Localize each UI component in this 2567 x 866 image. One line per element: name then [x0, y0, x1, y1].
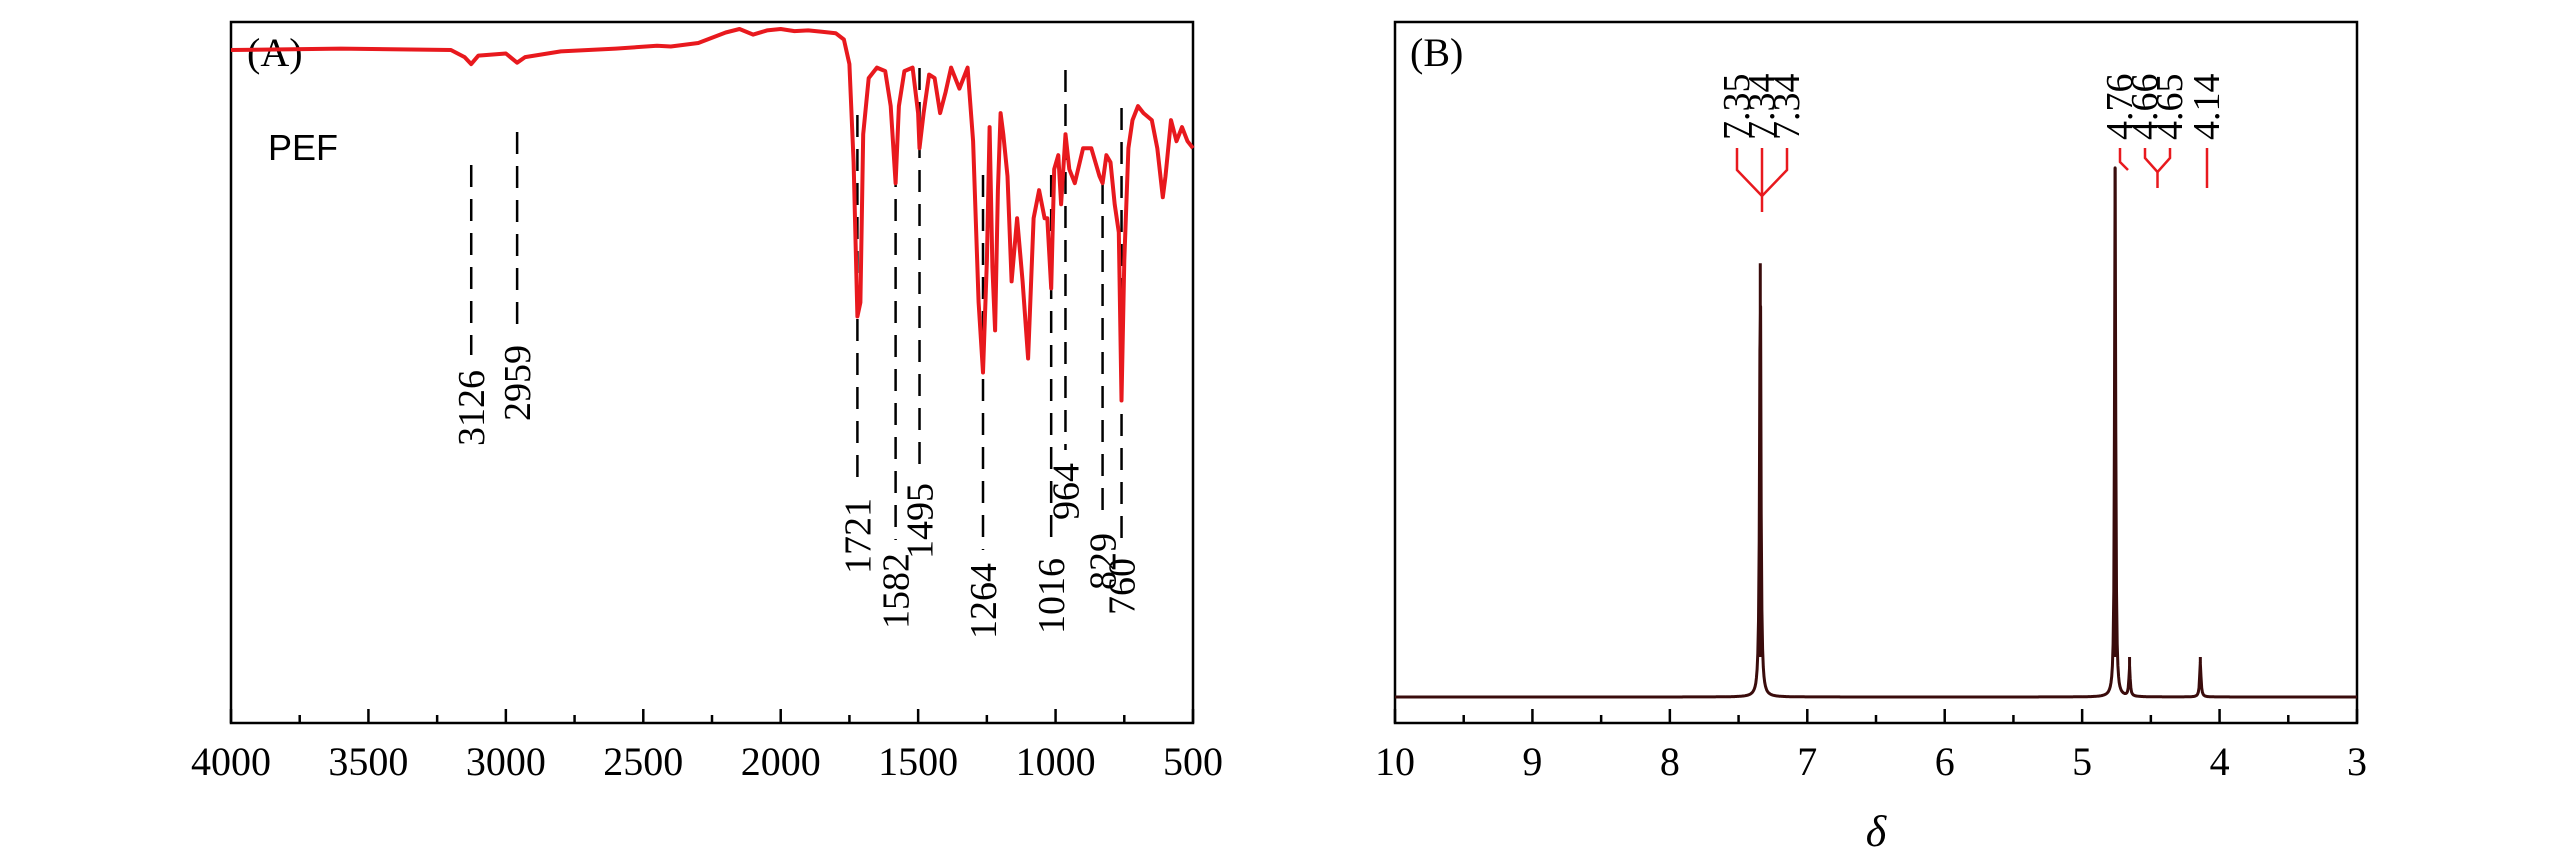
ir-trace-group: [230, 27, 1195, 403]
ir-peak-label: 1721: [837, 498, 879, 574]
ir-x-tick-label: 2500: [603, 739, 683, 784]
ir-peak-label: 964: [1045, 463, 1087, 520]
ir-x-tick-label: 4000: [191, 739, 271, 784]
ir-spectrum-panel: (A) PEF 4000 3500 3000 2500 2000 1500 1000 500 …: [191, 20, 1223, 784]
nmr-x-tick-label: 4: [2210, 739, 2230, 784]
ir-x-tick-label: 1500: [878, 739, 958, 784]
nmr-x-tick-label: 7: [1797, 739, 1817, 784]
ir-peak-label: 1264: [963, 563, 1005, 639]
ir-peak-label: 1495: [900, 483, 942, 559]
ir-x-tick-label: 2000: [741, 739, 821, 784]
nmr-x-tick-label: 6: [1935, 739, 1955, 784]
ir-peak-label: 1016: [1031, 558, 1073, 634]
nmr-x-tick-label: 5: [2072, 739, 2092, 784]
nmr-x-tick-label: 3: [2347, 739, 2367, 784]
nmr-x-axis-label: δ: [1866, 807, 1888, 856]
ir-trace: [230, 27, 1195, 403]
nmr-peak-label: 4.66: [2124, 74, 2166, 141]
ir-peak-label: 1582: [876, 553, 918, 629]
nmr-peak-label: 7.34: [1741, 74, 1783, 141]
nmr-x-tick-label: 8: [1660, 739, 1680, 784]
ir-x-tick-label: 1000: [1016, 739, 1096, 784]
nmr-x-tick-label: 9: [1522, 739, 1542, 784]
nmr-peak-label: 4.65: [2149, 74, 2191, 141]
nmr-panel-label: (B): [1410, 30, 1463, 75]
nmr-peak-label: 4.76: [2099, 74, 2141, 141]
nmr-x-tick-label: 10: [1375, 739, 1415, 784]
ir-series-label: PEF: [268, 127, 338, 168]
ir-panel-label: (A): [247, 30, 303, 75]
nmr-x-axis: 10 9 8 7 6 5 4 3: [1375, 709, 2367, 784]
ir-x-tick-label: 500: [1163, 739, 1223, 784]
nmr-spectrum-panel: (B) δ 10 9 8 7 6 5 4 3 7.357.347.34 4.764.664.65…: [1375, 20, 2367, 856]
nmr-marker-branch: [2143, 148, 2172, 174]
nmr-peak-label: 4.14: [2186, 74, 2228, 141]
nmr-trace-group: [1394, 166, 2358, 699]
nmr-peak-label: 7.35: [1716, 74, 1758, 141]
ir-x-tick-label: 3500: [328, 739, 408, 784]
ir-peak-label: 829: [1083, 533, 1125, 590]
nmr-marker-branch: [1761, 148, 1789, 197]
ir-peak-label: 3126: [451, 370, 493, 446]
ir-x-tick-label: 3000: [466, 739, 546, 784]
nmr-peak-markers: 7.357.347.34 4.764.664.654.14: [1716, 74, 2228, 212]
ir-x-axis: 4000 3500 3000 2500 2000 1500 1000 500: [191, 709, 1223, 784]
nmr-peak-label: 7.34: [1766, 74, 1808, 141]
nmr-marker-branch: [2118, 148, 2129, 171]
nmr-trace: [1394, 166, 2358, 699]
ir-peak-label: 760: [1102, 558, 1144, 615]
nmr-marker-branch: [1735, 148, 1763, 197]
ir-peak-label: 2959: [497, 345, 539, 421]
